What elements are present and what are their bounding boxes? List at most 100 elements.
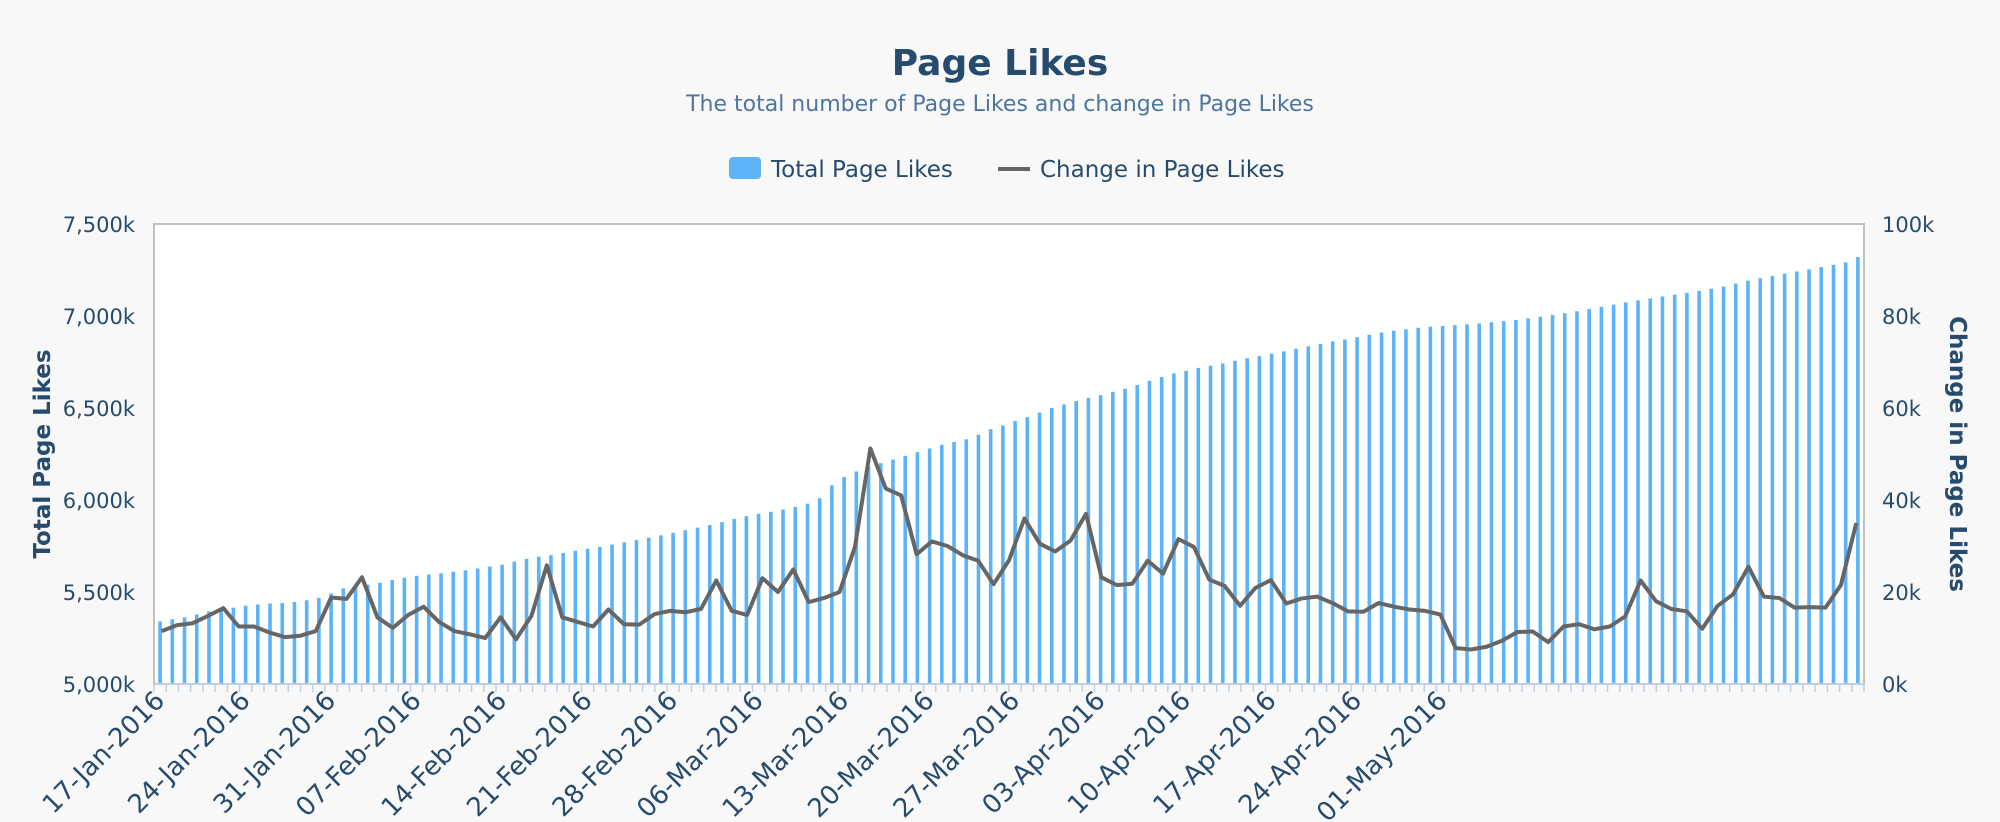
bar[interactable]	[964, 439, 969, 684]
bar[interactable]	[1660, 296, 1665, 685]
bar[interactable]	[170, 619, 175, 684]
bar[interactable]	[1306, 346, 1311, 684]
bar[interactable]	[903, 455, 907, 684]
bar[interactable]	[378, 582, 382, 684]
bar[interactable]	[707, 525, 712, 684]
bar[interactable]	[1049, 408, 1054, 684]
bar[interactable]	[341, 588, 346, 684]
bar[interactable]	[1599, 306, 1604, 684]
bar[interactable]	[1538, 316, 1543, 684]
bar[interactable]	[805, 503, 810, 684]
bar[interactable]	[1404, 329, 1408, 684]
bar[interactable]	[646, 537, 651, 684]
bar[interactable]	[1111, 391, 1115, 684]
bar[interactable]	[402, 577, 407, 684]
bar[interactable]	[915, 452, 920, 684]
bar[interactable]	[756, 513, 761, 684]
bar[interactable]	[891, 459, 895, 684]
bar[interactable]	[463, 570, 468, 684]
bar[interactable]	[317, 597, 321, 684]
bar[interactable]	[1355, 337, 1359, 684]
bar[interactable]	[1086, 397, 1091, 684]
bar[interactable]	[1587, 309, 1591, 684]
bar[interactable]	[1733, 283, 1738, 684]
bar[interactable]	[194, 614, 199, 684]
bar[interactable]	[1453, 325, 1457, 684]
bar[interactable]	[1819, 267, 1824, 684]
bar[interactable]	[573, 550, 578, 684]
bar[interactable]	[1037, 412, 1042, 684]
bar[interactable]	[793, 506, 798, 684]
bar[interactable]	[1184, 370, 1188, 684]
bar[interactable]	[695, 527, 700, 684]
bar[interactable]	[952, 442, 956, 684]
bar[interactable]	[1672, 294, 1677, 684]
bar[interactable]	[549, 555, 553, 684]
bar[interactable]	[1343, 339, 1347, 684]
bar[interactable]	[182, 617, 187, 684]
bar[interactable]	[1636, 300, 1640, 684]
legend-label-total-page-likes[interactable]: Total Page Likes	[770, 157, 953, 183]
bar[interactable]	[866, 466, 871, 684]
bar[interactable]	[1282, 351, 1286, 684]
bar[interactable]	[365, 584, 370, 684]
bar[interactable]	[1501, 321, 1506, 684]
bar[interactable]	[940, 444, 944, 684]
bar[interactable]	[1856, 257, 1860, 684]
bar[interactable]	[1428, 326, 1433, 684]
bar[interactable]	[1782, 273, 1787, 684]
bar[interactable]	[231, 607, 236, 684]
bar[interactable]	[390, 580, 394, 684]
bar[interactable]	[243, 605, 248, 684]
bar[interactable]	[1758, 278, 1762, 684]
bar[interactable]	[1330, 341, 1335, 684]
bar[interactable]	[1172, 373, 1176, 684]
bar[interactable]	[683, 530, 688, 684]
bar[interactable]	[1648, 298, 1653, 684]
bar[interactable]	[1220, 363, 1225, 684]
bar[interactable]	[1550, 314, 1555, 684]
bar[interactable]	[427, 574, 431, 684]
bar[interactable]	[585, 548, 590, 684]
bar[interactable]	[1465, 324, 1469, 684]
bar[interactable]	[1013, 420, 1017, 684]
bar[interactable]	[268, 603, 272, 684]
bar[interactable]	[1807, 269, 1811, 684]
bar[interactable]	[634, 540, 639, 684]
bar[interactable]	[1624, 302, 1628, 684]
bar[interactable]	[1074, 401, 1078, 684]
bar[interactable]	[1147, 380, 1152, 684]
bar[interactable]	[1685, 292, 1689, 684]
bar[interactable]	[280, 603, 285, 684]
bar[interactable]	[292, 601, 297, 684]
bar[interactable]	[1367, 334, 1372, 684]
bar[interactable]	[1843, 262, 1848, 684]
bar[interactable]	[1233, 360, 1237, 684]
bar[interactable]	[1489, 322, 1494, 684]
bar[interactable]	[1526, 318, 1530, 684]
bar[interactable]	[1831, 264, 1836, 684]
bar[interactable]	[744, 516, 749, 684]
bar[interactable]	[927, 448, 932, 684]
bar[interactable]	[720, 522, 724, 684]
bar[interactable]	[1159, 377, 1164, 684]
bar[interactable]	[659, 535, 663, 684]
bar[interactable]	[598, 546, 602, 684]
bar[interactable]	[1477, 323, 1482, 684]
bar[interactable]	[1123, 388, 1127, 684]
bar[interactable]	[1514, 320, 1518, 684]
bar[interactable]	[878, 463, 883, 684]
bar[interactable]	[207, 611, 211, 684]
bar[interactable]	[1245, 358, 1249, 684]
bar[interactable]	[1391, 330, 1396, 684]
bar[interactable]	[732, 518, 736, 684]
bar[interactable]	[1098, 395, 1103, 684]
bar[interactable]	[1611, 304, 1616, 684]
bar[interactable]	[781, 509, 785, 684]
bar[interactable]	[1416, 327, 1420, 684]
bar[interactable]	[1440, 325, 1445, 684]
bar[interactable]	[1562, 313, 1567, 684]
bar[interactable]	[1196, 367, 1201, 684]
bar[interactable]	[219, 609, 223, 684]
bar[interactable]	[671, 532, 675, 684]
